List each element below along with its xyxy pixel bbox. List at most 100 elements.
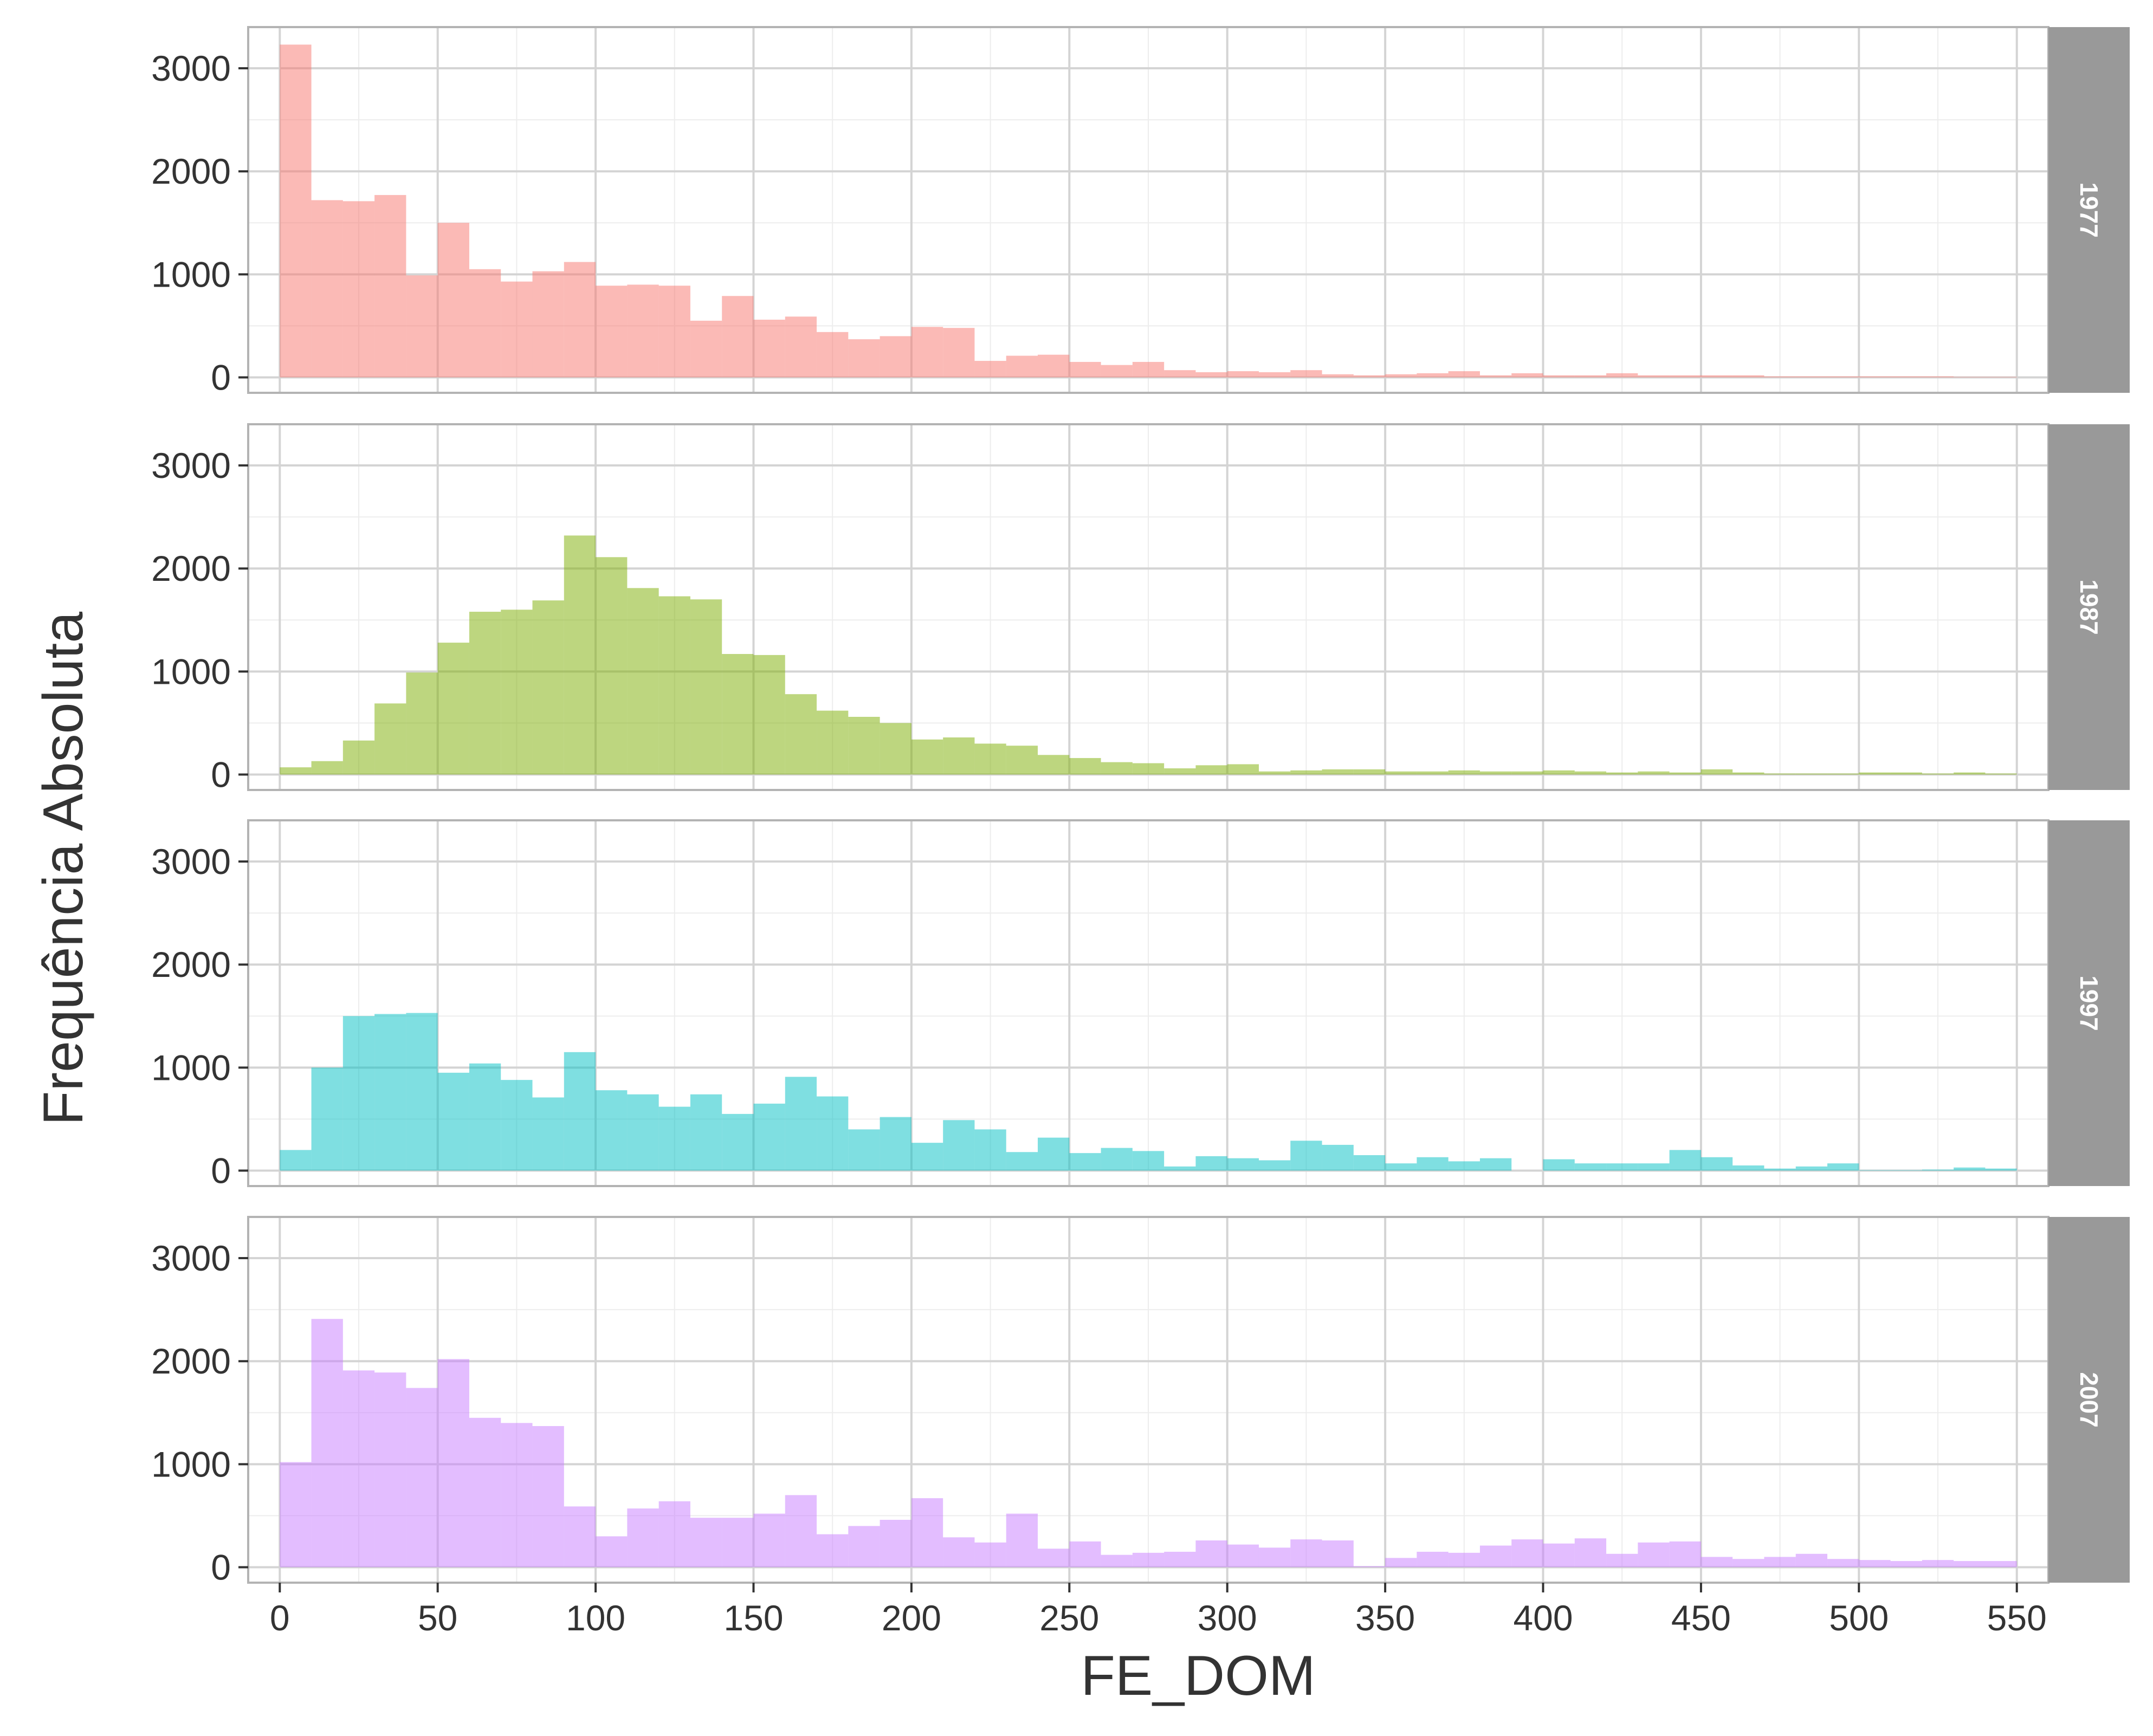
bar <box>406 1013 438 1171</box>
bar <box>1511 373 1543 378</box>
y-tick-label: 3000 <box>151 445 231 485</box>
bar <box>1732 1559 1764 1567</box>
y-tick-label: 1000 <box>151 1047 231 1087</box>
bar <box>1101 762 1133 775</box>
strip-1987 <box>2048 424 2130 790</box>
bar <box>1353 769 1386 775</box>
bar <box>848 717 880 775</box>
bar <box>1227 1158 1259 1171</box>
bar <box>1195 1156 1227 1171</box>
bar <box>848 1129 880 1171</box>
bar <box>1322 374 1354 378</box>
bar <box>785 1077 817 1171</box>
bar <box>1227 764 1259 775</box>
bar <box>1954 1561 1986 1567</box>
bar <box>280 1150 312 1171</box>
bar <box>690 1094 722 1171</box>
bar <box>1795 773 1828 775</box>
bar <box>501 1080 533 1171</box>
bar <box>374 195 406 378</box>
x-tick-label: 0 <box>270 1598 290 1638</box>
bar <box>1859 376 1891 378</box>
bar <box>1764 1168 1796 1171</box>
x-tick-label: 350 <box>1355 1598 1415 1638</box>
x-tick-label: 450 <box>1671 1598 1731 1638</box>
bar <box>406 1388 438 1567</box>
strip-2007 <box>2048 1217 2130 1583</box>
bar <box>1669 375 1701 378</box>
bar <box>1827 376 1859 378</box>
bar <box>1479 1158 1512 1171</box>
bar <box>311 761 343 775</box>
bar <box>1417 1157 1449 1171</box>
bar <box>280 1462 312 1567</box>
bar <box>1764 773 1796 775</box>
bar <box>1859 1170 1891 1171</box>
bar <box>1574 1538 1607 1567</box>
bar <box>406 672 438 775</box>
bar <box>1638 375 1670 378</box>
bar <box>1164 370 1196 378</box>
bar <box>943 1120 975 1171</box>
bar <box>1954 377 1986 378</box>
bar <box>564 1506 596 1567</box>
bar <box>1511 771 1543 775</box>
bar <box>1479 771 1512 775</box>
bar <box>817 710 849 775</box>
bar <box>1290 770 1322 775</box>
bar <box>1954 772 1986 775</box>
bar <box>342 1370 375 1567</box>
bar <box>532 271 564 378</box>
bar <box>911 327 943 378</box>
bar <box>627 1094 659 1171</box>
bars-1987 <box>280 535 2017 775</box>
bar <box>943 328 975 378</box>
x-tick-label: 250 <box>1039 1598 1099 1638</box>
bar <box>469 1063 501 1171</box>
bar <box>1101 1148 1133 1171</box>
bar <box>501 281 533 378</box>
y-tick-label: 1000 <box>151 254 231 294</box>
bar <box>817 332 849 378</box>
bar <box>1258 1160 1291 1171</box>
bar <box>627 284 659 378</box>
panel-2007: 0 1000 2000 3000 2007 <box>151 1216 2130 1587</box>
strip-label-1997: 1997 <box>2075 975 2103 1031</box>
bar <box>1732 375 1764 378</box>
bar <box>1669 1150 1701 1171</box>
bar <box>880 1520 911 1567</box>
bar <box>280 44 312 378</box>
bar <box>1890 1170 1922 1171</box>
bar <box>374 703 406 775</box>
panel-1997: 0 1000 2000 3000 1997 <box>151 819 2130 1190</box>
bar <box>1448 1552 1480 1567</box>
bar <box>1417 771 1449 775</box>
bar <box>564 535 596 775</box>
bar <box>911 1498 943 1567</box>
bar <box>1606 1553 1638 1567</box>
bar <box>469 1417 501 1567</box>
bar <box>437 223 469 378</box>
y-tick-label: 2000 <box>151 1341 231 1381</box>
bar <box>311 1067 343 1171</box>
bar <box>1353 1566 1386 1567</box>
x-tick-label: 550 <box>1987 1598 2047 1638</box>
bar <box>658 596 690 775</box>
bar <box>1385 771 1417 775</box>
bar <box>311 1319 343 1567</box>
x-tick-label: 150 <box>723 1598 783 1638</box>
x-tick-label: 500 <box>1829 1598 1889 1638</box>
bar <box>1606 373 1638 378</box>
bar <box>658 1501 690 1567</box>
bar <box>1574 375 1607 378</box>
bar <box>1322 1540 1354 1567</box>
y-tick-label: 2000 <box>151 548 231 588</box>
bar <box>501 1423 533 1567</box>
bar <box>690 599 722 775</box>
strip-1977 <box>2048 27 2130 393</box>
bar <box>1511 1539 1543 1567</box>
y-tick-label: 2000 <box>151 944 231 984</box>
bar <box>722 1113 754 1171</box>
bar <box>1353 1155 1386 1171</box>
bar <box>1543 770 1575 775</box>
